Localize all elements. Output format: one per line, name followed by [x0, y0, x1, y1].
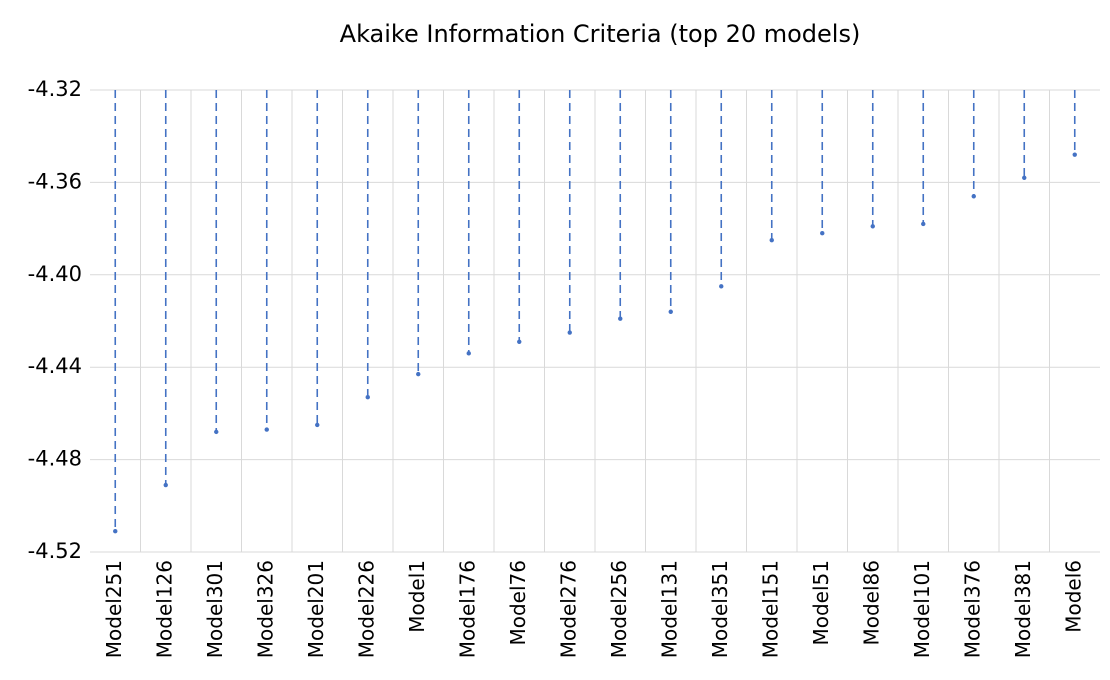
- x-tick-label: Model226: [354, 560, 378, 658]
- x-tick-label: Model201: [304, 560, 328, 658]
- x-tick-label: Model86: [859, 560, 883, 646]
- y-tick-label: -4.44: [28, 354, 82, 378]
- point-marker: [365, 395, 370, 400]
- point-marker: [719, 284, 724, 289]
- point-marker: [214, 429, 219, 435]
- x-tick-label: Model351: [708, 560, 732, 658]
- y-tick-label: -4.36: [28, 169, 82, 193]
- x-tick-label: Model76: [506, 560, 530, 646]
- x-tick-label: Model251: [102, 560, 126, 658]
- point-marker: [618, 316, 623, 321]
- x-tick-label: Model131: [657, 560, 681, 658]
- x-tick-label: Model276: [556, 560, 580, 658]
- point-marker: [769, 237, 774, 243]
- x-tick-label: Model301: [203, 560, 227, 658]
- point-marker: [668, 309, 673, 314]
- x-tick-label: Model176: [455, 560, 479, 658]
- x-tick-label: Model326: [253, 560, 277, 658]
- point-marker: [264, 427, 269, 432]
- x-tick-label: Model126: [152, 560, 176, 658]
- point-marker: [113, 529, 118, 534]
- point-marker: [567, 330, 572, 335]
- point-marker: [870, 224, 875, 229]
- point-marker: [1072, 152, 1077, 157]
- y-tick-label: -4.52: [28, 539, 82, 563]
- x-tick-label: Model376: [960, 560, 984, 658]
- point-marker: [517, 339, 522, 344]
- point-marker: [315, 422, 320, 428]
- x-tick-label: Model381: [1011, 560, 1035, 658]
- x-tick-label: Model1: [405, 560, 429, 633]
- x-tick-label: Model6: [1061, 560, 1085, 633]
- point-marker: [163, 482, 168, 488]
- point-marker: [820, 231, 825, 236]
- x-tick-label: Model151: [758, 560, 782, 658]
- y-tick-label: -4.48: [28, 447, 82, 471]
- point-marker: [971, 194, 976, 199]
- x-tick-label: Model256: [607, 560, 631, 658]
- x-tick-label: Model101: [910, 560, 934, 658]
- y-tick-label: -4.40: [28, 262, 82, 286]
- chart-title: Akaike Information Criteria (top 20 mode…: [340, 20, 861, 48]
- point-marker: [921, 221, 926, 227]
- point-marker: [416, 371, 421, 377]
- y-tick-label: -4.32: [28, 77, 82, 101]
- point-marker: [1022, 175, 1027, 180]
- x-tick-label: Model51: [809, 560, 833, 646]
- point-marker: [466, 351, 471, 356]
